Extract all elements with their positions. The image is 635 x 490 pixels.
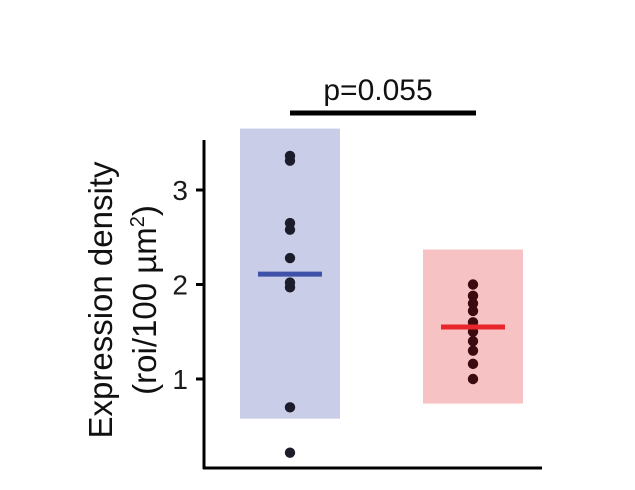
group-2-point — [467, 358, 479, 370]
p-value-label: p=0.055 — [323, 74, 432, 107]
group-2-point — [467, 305, 479, 317]
y-axis-title-line2: (roi/100 µm2) — [126, 205, 163, 395]
group-1-point — [284, 155, 296, 166]
group-1-point — [284, 252, 296, 264]
y-tick-label: 3 — [172, 175, 188, 206]
group-1-point — [284, 402, 296, 413]
group-2-point — [467, 290, 479, 302]
y-axis-unit-close: ) — [126, 205, 163, 216]
group-2-point — [467, 279, 479, 290]
y-axis-unit: (roi/100 µm — [126, 227, 163, 395]
y-tick-label: 1 — [172, 364, 188, 395]
group-1-point — [284, 224, 296, 235]
group-2-point — [467, 336, 479, 347]
group-1-point — [284, 282, 296, 293]
y-ticks: 1 2 3 — [172, 175, 204, 395]
group-2-point — [467, 345, 479, 356]
group-means — [258, 271, 505, 330]
y-axis-title: Expression density (roi/100 µm2) — [82, 161, 163, 438]
y-axis-title-line1: Expression density — [82, 161, 119, 438]
group-2-point — [467, 298, 479, 309]
group-1-point — [284, 447, 296, 458]
group-2-point — [467, 373, 479, 385]
y-tick-label: 2 — [172, 270, 188, 301]
y-axis-unit-exponent: 2 — [127, 216, 149, 227]
